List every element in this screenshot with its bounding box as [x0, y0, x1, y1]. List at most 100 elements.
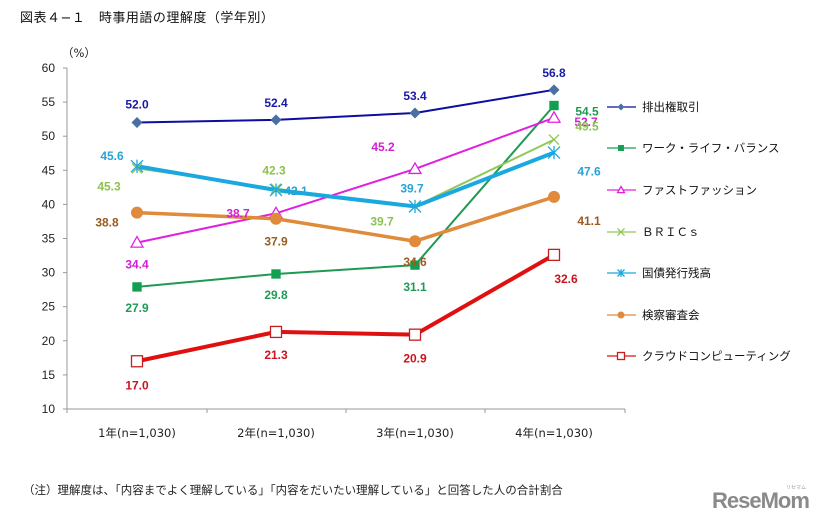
data-point: [546, 110, 562, 123]
data-label: 31.1: [403, 280, 427, 294]
chart-title: 図表４−１ 時事用語の理解度（学年別）: [20, 11, 275, 26]
data-point: [269, 183, 283, 197]
data-label: 21.3: [264, 348, 288, 362]
legend-item: ＢＲＩＣｓ: [607, 225, 700, 239]
data-point: [548, 190, 560, 203]
legend-swatch-marker: [618, 145, 624, 151]
data-label: 49.5: [575, 120, 599, 134]
data-point: [409, 235, 421, 248]
series-lines: [136, 88, 555, 364]
data-point: [410, 260, 420, 270]
legend-swatch-marker: [617, 228, 625, 236]
data-point: [408, 328, 422, 341]
data-point: [130, 159, 144, 173]
legend-item: ワーク・ライフ・バランス: [607, 141, 780, 155]
footnote: （注）理解度は、「内容までよく理解している」「内容をだいたい理解している」と回答…: [23, 483, 563, 497]
series-line: [136, 88, 555, 124]
legend-label: 国債発行残高: [642, 266, 711, 280]
data-point: [271, 269, 281, 279]
x-tick-label: 2年(n=1,030): [237, 426, 315, 440]
legend-item: 国債発行残高: [607, 266, 711, 280]
series-markers: [129, 84, 562, 368]
data-label: 34.4: [125, 258, 149, 272]
data-point: [547, 145, 561, 160]
data-label: 27.9: [125, 301, 149, 315]
data-label: 17.0: [125, 378, 149, 392]
legend-label: 排出権取引: [642, 100, 700, 114]
series-line: [136, 116, 555, 244]
y-tick-label: 35: [42, 232, 56, 246]
legend-item: クラウドコンピューティング: [607, 349, 791, 363]
data-label: 53.4: [403, 89, 427, 103]
y-tick-label: 45: [42, 163, 56, 177]
legend-swatch-marker: [617, 269, 625, 277]
data-label: 38.8: [95, 216, 119, 230]
y-tick-label: 15: [42, 368, 56, 382]
legend-label: 検察審査会: [642, 308, 700, 322]
legend-label: ＢＲＩＣｓ: [642, 225, 700, 239]
data-label: 39.7: [400, 181, 424, 195]
data-point: [132, 282, 142, 292]
data-point: [131, 117, 143, 129]
data-point: [548, 134, 560, 146]
data-label: 29.8: [264, 288, 288, 302]
y-tick-label: 30: [42, 266, 56, 280]
legend-swatch-marker: [617, 103, 625, 111]
data-point: [131, 206, 143, 219]
data-label: 45.2: [371, 140, 395, 154]
data-label: 54.5: [575, 105, 599, 119]
y-tick-label: 40: [42, 197, 56, 211]
data-point: [407, 161, 423, 175]
data-label: 20.9: [403, 352, 427, 366]
legend-swatch-marker: [616, 185, 626, 194]
legend-item: 検察審査会: [607, 308, 700, 322]
x-tick-label: 4年(n=1,030): [515, 426, 593, 440]
series-line: [136, 195, 555, 243]
y-tick-label: 20: [42, 334, 56, 348]
series-line: [136, 150, 555, 209]
data-label: 52.0: [125, 98, 149, 112]
data-point: [547, 248, 561, 262]
legend-item: 排出権取引: [607, 100, 700, 114]
data-label: 39.7: [370, 214, 394, 228]
watermark-logo: ReseMom: [712, 488, 810, 513]
watermark-sub: リセマム: [786, 485, 807, 491]
y-tick-label: 60: [42, 61, 56, 75]
data-label: 41.1: [577, 214, 601, 228]
data-label: 56.8: [542, 66, 566, 80]
data-point: [549, 100, 559, 111]
x-tick-label: 1年(n=1,030): [98, 426, 176, 440]
data-point: [270, 212, 282, 225]
y-axis-unit-label: （%）: [62, 46, 96, 60]
data-label: 34.6: [403, 255, 427, 269]
legend-label: ファストファッション: [642, 183, 757, 197]
y-tick-label: 25: [42, 300, 56, 314]
data-labels: 52.0 52.4 53.4 56.8 27.9 29.8 31.1 54.5 34.4 38.7…: [95, 66, 601, 392]
data-label: 32.6: [554, 272, 578, 286]
data-point: [269, 325, 283, 339]
series-line: [136, 253, 555, 364]
data-label: 42.3: [262, 164, 286, 178]
legend-label: クラウドコンピューティング: [642, 349, 791, 363]
data-label: 47.6: [577, 165, 601, 179]
legend-label: ワーク・ライフ・バランス: [642, 141, 780, 155]
data-label: 45.3: [97, 179, 121, 193]
data-label: 52.7: [574, 115, 598, 129]
data-label: 45.6: [100, 149, 124, 163]
data-point: [408, 199, 422, 214]
axes: 10 15 20 25 30 35 40 45 50 55 60 1年(n=1,030) 2年(n=1,…: [42, 61, 626, 440]
y-tick-label: 50: [42, 129, 56, 143]
data-label: 38.7: [226, 206, 250, 220]
data-point: [548, 84, 560, 96]
legend-item: ファストファッション: [607, 183, 757, 197]
y-tick-label: 55: [42, 95, 56, 109]
legend-swatch-marker: [616, 351, 626, 361]
data-label: 37.9: [264, 235, 288, 249]
data-point: [130, 355, 144, 368]
x-tick-label: 3年(n=1,030): [376, 426, 454, 440]
data-point: [129, 235, 145, 248]
legend-swatch-marker: [617, 311, 625, 319]
data-point: [270, 114, 282, 126]
data-label: 42.1: [284, 184, 308, 198]
